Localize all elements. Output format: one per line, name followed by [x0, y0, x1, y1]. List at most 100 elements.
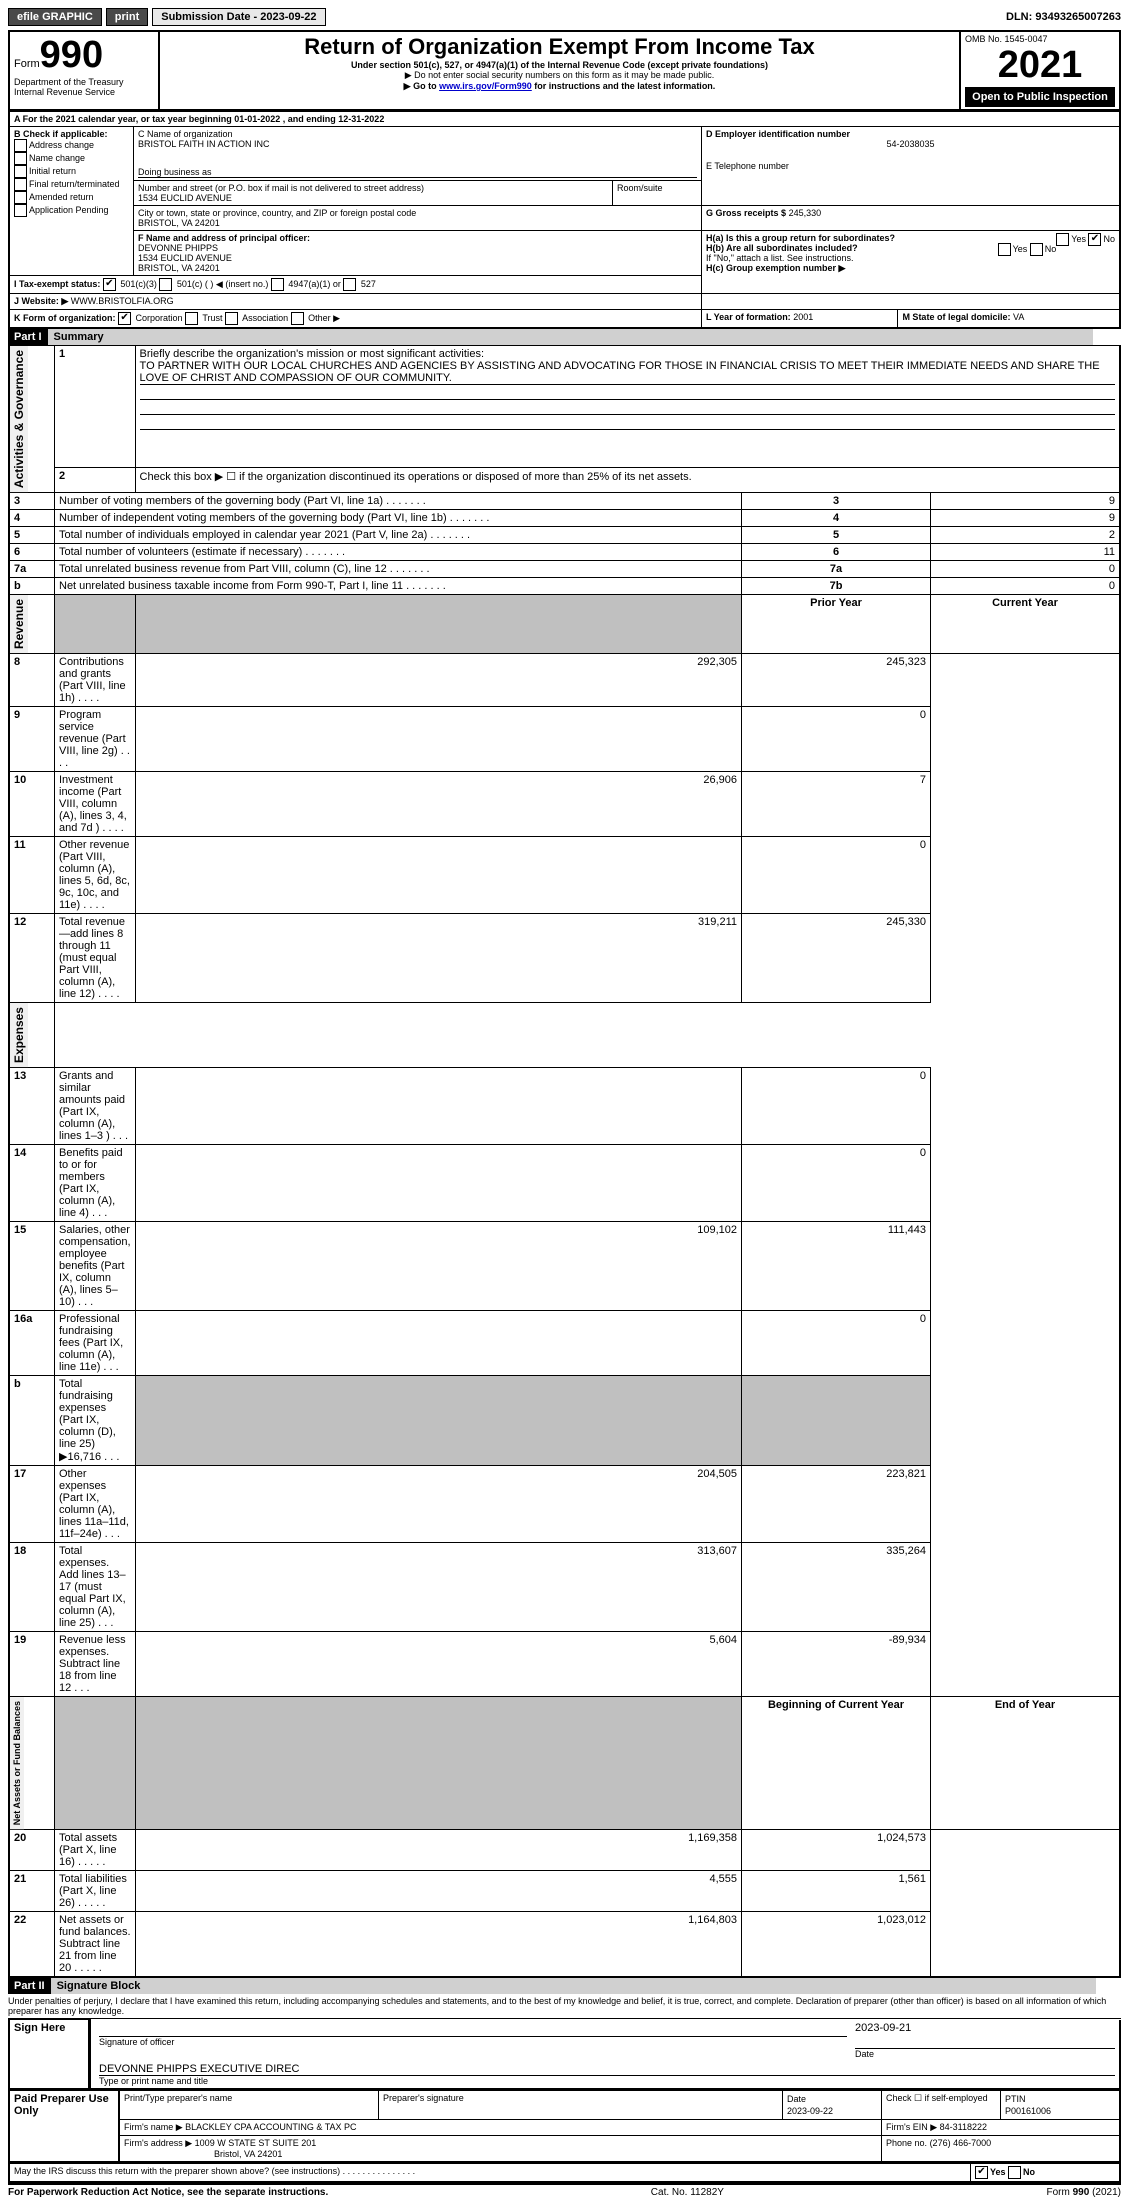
k-opt-checkbox[interactable] — [225, 312, 238, 325]
prior-year-value: 313,607 — [135, 1543, 741, 1632]
footer: For Paperwork Reduction Act Notice, see … — [8, 2183, 1121, 2198]
part1-header-row: Part ISummary — [8, 329, 1121, 345]
discuss-yes-checkbox[interactable] — [975, 2166, 988, 2179]
box-num: 7b — [742, 578, 931, 595]
current-year-value: 0 — [742, 837, 931, 914]
hb-yes-checkbox[interactable] — [998, 243, 1011, 256]
paid-preparer-block: Paid Preparer Use Only Print/Type prepar… — [8, 2090, 1121, 2163]
k-opt-checkbox[interactable] — [118, 312, 131, 325]
k-opt-checkbox[interactable] — [185, 312, 198, 325]
box-num: 3 — [742, 493, 931, 510]
prior-year-value: 319,211 — [135, 914, 741, 1003]
begin-year-value: 4,555 — [135, 1871, 741, 1912]
ha-label: H(a) Is this a group return for subordin… — [706, 233, 895, 243]
subtitle3: ▶ Go to www.irs.gov/Form990 for instruct… — [164, 81, 955, 92]
current-year-value: 111,443 — [742, 1222, 931, 1311]
line-num: 18 — [9, 1543, 55, 1632]
i-opt-checkbox[interactable] — [159, 278, 172, 291]
k-opt-checkbox[interactable] — [291, 312, 304, 325]
sig-date-value: 2023-09-21 — [855, 2022, 1115, 2034]
current-year-value: 335,264 — [742, 1543, 931, 1632]
line-num: 8 — [9, 654, 55, 707]
hc-label: H(c) Group exemption number ▶ — [706, 263, 845, 273]
current-year-value: 245,323 — [742, 654, 931, 707]
line-label: Total number of individuals employed in … — [55, 527, 742, 544]
efile-label: efile GRAPHIC — [8, 8, 102, 26]
i-label: I Tax-exempt status: — [14, 279, 100, 289]
col-end: End of Year — [931, 1697, 1121, 1830]
irs-link[interactable]: www.irs.gov/Form990 — [439, 81, 532, 91]
form-label: Form — [14, 58, 40, 70]
box-num: 6 — [742, 544, 931, 561]
line-num: 19 — [9, 1632, 55, 1697]
ha-yes-checkbox[interactable] — [1056, 233, 1069, 246]
line-num: 22 — [9, 1912, 55, 1978]
line-label: Other expenses (Part IX, column (A), lin… — [55, 1466, 136, 1543]
line-num: 5 — [9, 527, 55, 544]
line-label: Total assets (Part X, line 16) . . . . . — [55, 1830, 136, 1871]
b-opt-checkbox[interactable] — [14, 178, 27, 191]
line-label: Other revenue (Part VIII, column (A), li… — [55, 837, 136, 914]
prior-year-value: 26,906 — [135, 772, 741, 837]
i-opt-checkbox[interactable] — [343, 278, 356, 291]
line-num: 14 — [9, 1145, 55, 1222]
end-year-value: 1,561 — [742, 1871, 931, 1912]
b-opt-checkbox[interactable] — [14, 191, 27, 204]
ptin: P00161006 — [1005, 2106, 1051, 2116]
b-opt-checkbox[interactable] — [14, 165, 27, 178]
k-label: K Form of organization: — [14, 313, 116, 323]
part1-table: Activities & Governance 1 Briefly descri… — [8, 345, 1121, 1978]
print-button[interactable]: print — [106, 8, 148, 26]
irs-label: Internal Revenue Service — [14, 87, 154, 97]
line-label: Total revenue—add lines 8 through 11 (mu… — [55, 914, 136, 1003]
ha-no-checkbox[interactable] — [1088, 233, 1101, 246]
i-opt-checkbox[interactable] — [103, 278, 116, 291]
sec-net-label: Net Assets or Fund Balances — [10, 1697, 24, 1829]
footer-mid: Cat. No. 11282Y — [651, 2187, 724, 2198]
hb-no-checkbox[interactable] — [1030, 243, 1043, 256]
line-label: Salaries, other compensation, employee b… — [55, 1222, 136, 1311]
topbar: efile GRAPHIC print Submission Date - 20… — [8, 8, 1121, 26]
b-opt-checkbox[interactable] — [14, 139, 27, 152]
line-label: Number of voting members of the governin… — [55, 493, 742, 510]
footer-left: For Paperwork Reduction Act Notice, see … — [8, 2187, 328, 2198]
line1-label: Briefly describe the organization's miss… — [140, 348, 484, 360]
part2-label: Part II — [8, 1978, 51, 1994]
line-num: b — [9, 578, 55, 595]
part1-title: Summary — [48, 329, 1093, 345]
phone: (276) 466-7000 — [930, 2138, 992, 2148]
city-value: BRISTOL, VA 24201 — [138, 218, 697, 228]
dln: DLN: 93493265007263 — [1006, 11, 1121, 23]
ein-value: 54-2038035 — [706, 139, 1115, 149]
line-value: 9 — [931, 510, 1121, 527]
f-name: DEVONNE PHIPPS — [138, 243, 697, 253]
i-opt-checkbox[interactable] — [271, 278, 284, 291]
line-label: Grants and similar amounts paid (Part IX… — [55, 1068, 136, 1145]
line-label: Benefits paid to or for members (Part IX… — [55, 1145, 136, 1222]
current-year-value: 0 — [742, 1145, 931, 1222]
g-value: 245,330 — [789, 208, 822, 218]
line-num: 12 — [9, 914, 55, 1003]
b-opt-checkbox[interactable] — [14, 152, 27, 165]
discuss-no-checkbox[interactable] — [1008, 2166, 1021, 2179]
line-value: 2 — [931, 527, 1121, 544]
tax-year: 2021 — [965, 44, 1115, 87]
box-num: 7a — [742, 561, 931, 578]
box-num: 5 — [742, 527, 931, 544]
form-header: Form990 Department of the Treasury Inter… — [8, 30, 1121, 111]
b-opt-checkbox[interactable] — [14, 204, 27, 217]
prior-year-value — [135, 1311, 741, 1376]
prior-year-value: 5,604 — [135, 1632, 741, 1697]
line-label: Revenue less expenses. Subtract line 18 … — [55, 1632, 136, 1697]
city-label: City or town, state or province, country… — [138, 208, 697, 218]
prep-sig-label: Preparer's signature — [383, 2093, 778, 2103]
part2-header-row: Part IISignature Block — [8, 1978, 1121, 1994]
sec-activities-label: Activities & Governance — [10, 346, 28, 492]
f-addr: 1534 EUCLID AVENUE — [138, 253, 697, 263]
firm-addr2: Bristol, VA 24201 — [124, 2149, 282, 2159]
prior-year-value — [135, 1068, 741, 1145]
l-label: L Year of formation: — [706, 312, 791, 322]
current-year-value: 0 — [742, 707, 931, 772]
discuss-label: May the IRS discuss this return with the… — [9, 2163, 971, 2182]
prior-year-value: 292,305 — [135, 654, 741, 707]
